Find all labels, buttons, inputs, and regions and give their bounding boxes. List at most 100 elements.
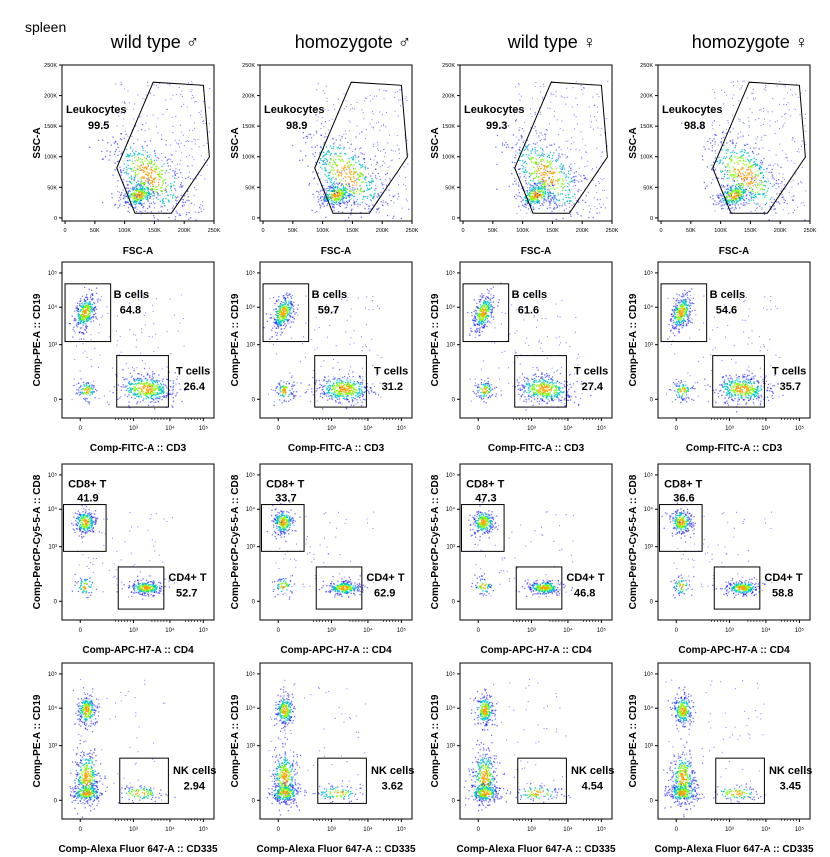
column-header-homo-male: homozygote ♂	[294, 32, 412, 52]
event-dot	[87, 393, 90, 395]
event-dot	[139, 184, 141, 186]
event-dot	[160, 190, 163, 192]
event-dot	[73, 326, 75, 328]
event-dot	[757, 170, 759, 172]
event-dot	[145, 394, 147, 396]
event-dot	[740, 182, 742, 185]
event-dot	[157, 218, 159, 221]
event-dot	[320, 190, 322, 192]
event-dot	[550, 188, 552, 190]
event-dot	[740, 194, 742, 196]
event-dot	[72, 328, 74, 330]
event-dot	[754, 173, 756, 175]
event-dot	[168, 200, 170, 202]
event-dot	[108, 159, 110, 161]
event-dot	[536, 182, 538, 184]
event-dot	[137, 373, 139, 375]
event-dot	[338, 188, 340, 191]
event-dot	[129, 204, 131, 206]
event-dot	[91, 293, 94, 295]
event-dot	[155, 388, 157, 390]
event-dot	[800, 181, 802, 183]
event-dot	[329, 186, 331, 188]
plot-r1-c4: 0050K50K100K100K150K150K200K200K250K250K…	[628, 63, 817, 257]
event-dot	[141, 391, 143, 393]
event-dot	[794, 141, 796, 143]
event-dot	[767, 178, 769, 180]
event-dot	[129, 153, 131, 155]
event-dot	[328, 190, 330, 192]
event-dot	[82, 313, 84, 316]
event-dot	[142, 147, 144, 149]
event-dot	[170, 194, 172, 196]
event-dot	[534, 126, 536, 128]
event-dot	[354, 149, 356, 151]
event-dot	[126, 195, 128, 197]
event-dot	[363, 153, 365, 155]
event-dot	[200, 110, 202, 112]
event-dot	[170, 182, 172, 185]
event-dot	[329, 157, 331, 159]
event-dot	[108, 336, 110, 338]
event-dot	[288, 300, 290, 302]
event-dot	[334, 190, 336, 192]
event-dot	[183, 144, 185, 146]
event-dot	[151, 187, 153, 190]
event-dot	[151, 160, 153, 162]
event-dot	[328, 186, 330, 188]
event-dot	[128, 405, 130, 407]
event-dot	[792, 179, 794, 181]
event-dot	[595, 166, 597, 168]
event-dot	[147, 174, 149, 177]
event-dot	[397, 115, 399, 117]
event-dot	[343, 146, 345, 149]
event-dot	[341, 194, 343, 197]
event-dot	[573, 203, 575, 205]
event-dot	[561, 168, 564, 170]
event-dot	[80, 305, 82, 307]
event-dot	[147, 211, 149, 213]
event-dot	[381, 182, 383, 184]
event-dot	[341, 179, 343, 181]
y-axis-label: Comp-PE-A :: CD19	[230, 293, 241, 386]
event-dot	[732, 166, 734, 168]
event-dot	[592, 168, 594, 170]
event-dot	[122, 169, 124, 171]
event-dot	[496, 188, 498, 190]
event-dot	[332, 143, 335, 145]
event-dot	[141, 194, 143, 196]
event-dot	[343, 193, 345, 195]
event-dot	[87, 401, 90, 403]
event-dot	[83, 398, 85, 400]
event-dot	[143, 398, 145, 400]
event-dot	[307, 165, 309, 167]
event-dot	[594, 104, 596, 106]
event-dot	[317, 116, 319, 118]
event-dot	[311, 209, 313, 212]
event-dot	[137, 377, 139, 379]
event-dot	[91, 304, 94, 306]
event-dot	[751, 159, 753, 161]
event-dot	[136, 184, 138, 186]
event-dot	[752, 92, 754, 94]
event-dot	[561, 183, 564, 185]
x-tick-label: 10⁵	[397, 425, 407, 432]
event-dot	[552, 171, 554, 173]
event-dot	[324, 200, 326, 202]
event-dot	[320, 205, 322, 207]
event-dot	[733, 170, 735, 172]
y-tick-label: 0	[252, 216, 255, 222]
event-dot	[572, 180, 574, 182]
event-dot	[137, 168, 139, 171]
y-tick-label: 10³	[246, 343, 255, 349]
event-dot	[124, 102, 126, 104]
event-dot	[534, 191, 536, 194]
event-dot	[772, 165, 774, 167]
event-dot	[370, 208, 372, 210]
event-dot	[86, 302, 88, 304]
event-dot	[130, 389, 132, 392]
event-dot	[327, 129, 329, 131]
event-dot	[746, 152, 748, 154]
event-dot	[548, 177, 550, 179]
event-dot	[146, 386, 149, 388]
